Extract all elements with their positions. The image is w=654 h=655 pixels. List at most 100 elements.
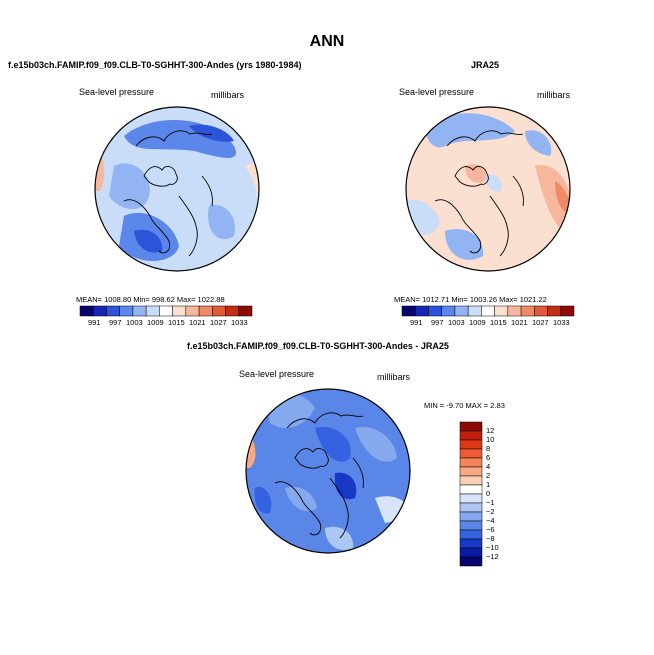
colorbar-model bbox=[79, 305, 253, 317]
colorbar-tick-label: 10 bbox=[486, 435, 495, 444]
colorbar-swatch bbox=[212, 305, 226, 317]
colorbar-tick-label: 0 bbox=[486, 489, 491, 498]
colorbar-swatch bbox=[459, 475, 483, 486]
colorbar-tick-label: 1015 bbox=[168, 318, 185, 327]
colorbar-swatch bbox=[459, 457, 483, 468]
colorbar-swatch bbox=[428, 305, 442, 317]
colorbar-tick-label: 1021 bbox=[511, 318, 528, 327]
colorbar-swatch bbox=[198, 305, 213, 317]
panel-diff-variable: Sea-level pressure bbox=[239, 369, 315, 379]
polar-map-diff bbox=[245, 388, 411, 554]
colorbar-swatch bbox=[145, 305, 160, 317]
colorbar-swatch bbox=[401, 305, 416, 317]
pressure-field-low bbox=[109, 163, 150, 210]
colorbar-swatch bbox=[238, 305, 253, 317]
colorbar-tick-label: 997 bbox=[109, 318, 122, 327]
colorbar-swatch bbox=[459, 502, 483, 513]
colorbar-tick-label: 1009 bbox=[469, 318, 486, 327]
colorbar-swatch bbox=[414, 305, 429, 317]
colorbar-tick-label: 1027 bbox=[532, 318, 549, 327]
colorbar-tick-label: 991 bbox=[88, 318, 101, 327]
colorbar-tick-label: −2 bbox=[486, 507, 495, 516]
panel-model-units: millibars bbox=[211, 90, 245, 100]
colorbar-tick-label: 991 bbox=[410, 318, 423, 327]
colorbar-tick-label: −6 bbox=[486, 525, 495, 534]
colorbar-swatch bbox=[459, 448, 483, 459]
colorbar-swatch bbox=[459, 493, 483, 504]
panel-obs-variable: Sea-level pressure bbox=[399, 87, 475, 97]
pressure-field-high bbox=[555, 181, 570, 216]
colorbar-swatch bbox=[494, 305, 509, 317]
polar-map-obs bbox=[405, 106, 571, 272]
panel-obs-units: millibars bbox=[537, 90, 571, 100]
colorbar-swatch bbox=[79, 305, 94, 317]
difference-field-light bbox=[325, 526, 354, 550]
difference-field-light bbox=[355, 427, 397, 462]
colorbar-swatch bbox=[520, 305, 535, 317]
colorbar-obs bbox=[401, 305, 575, 317]
panel-obs-title: JRA25 bbox=[471, 60, 500, 70]
colorbar-swatch bbox=[459, 511, 483, 522]
pressure-field-low bbox=[134, 229, 163, 253]
colorbar-swatch bbox=[132, 305, 147, 317]
page-title: ANN bbox=[309, 33, 345, 50]
colorbar-swatch bbox=[225, 305, 240, 317]
colorbar-swatch bbox=[459, 520, 483, 531]
colorbar-swatch bbox=[459, 484, 483, 495]
colorbar-swatch bbox=[185, 305, 200, 317]
colorbar-diff bbox=[459, 421, 483, 567]
colorbar-model-labels: 991 997 1003 1009 1015 1021 1027 1033 bbox=[80, 318, 252, 328]
panel-model-title: f.e15b03ch.FAMIP.f09_f09.CLB-T0-SGHHT-30… bbox=[8, 60, 302, 70]
colorbar-swatch bbox=[459, 439, 483, 450]
pressure-field-low bbox=[525, 130, 552, 156]
colorbar-swatch bbox=[547, 305, 562, 317]
colorbar-tick-label: 997 bbox=[431, 318, 444, 327]
colorbar-diff-labels: 12 10 8 6 4 2 1 0 −1 −2 −4 −6 −8 −10 −12 bbox=[486, 422, 516, 566]
panel-model-stats: MEAN= 1008.80 Min= 998.62 Max= 1022.88 bbox=[76, 295, 225, 304]
colorbar-obs-labels: 991 997 1003 1009 1015 1021 1027 1033 bbox=[402, 318, 574, 328]
colorbar-swatch bbox=[481, 305, 495, 317]
colorbar-swatch bbox=[507, 305, 522, 317]
colorbar-swatch bbox=[172, 305, 187, 317]
pressure-field-high bbox=[465, 164, 486, 183]
panel-diff-stats: MIN = -9.70 MAX = 2.83 bbox=[424, 401, 505, 410]
difference-field-dark bbox=[315, 427, 351, 462]
colorbar-tick-label: 1003 bbox=[126, 318, 143, 327]
colorbar-tick-label: −8 bbox=[486, 534, 495, 543]
colorbar-tick-label: 1 bbox=[486, 480, 491, 489]
polar-map-model bbox=[94, 106, 260, 272]
colorbar-swatch bbox=[459, 529, 483, 540]
colorbar-tick-label: 6 bbox=[486, 453, 491, 462]
colorbar-tick-label: −4 bbox=[486, 516, 495, 525]
colorbar-tick-label: 1003 bbox=[448, 318, 465, 327]
coastlines bbox=[434, 130, 524, 257]
colorbar-swatch bbox=[106, 305, 120, 317]
colorbar-swatch bbox=[441, 305, 456, 317]
colorbar-tick-label: 12 bbox=[486, 426, 495, 435]
pressure-field-high bbox=[535, 165, 570, 236]
pressure-field-low bbox=[425, 113, 515, 148]
panel-diff-units: millibars bbox=[377, 372, 411, 382]
colorbar-swatch bbox=[459, 556, 483, 567]
pressure-field-high bbox=[224, 249, 259, 271]
colorbar-swatch bbox=[459, 430, 483, 441]
map-boundary bbox=[245, 388, 411, 554]
colorbar-tick-label: 1015 bbox=[490, 318, 507, 327]
panel-model-variable: Sea-level pressure bbox=[79, 87, 155, 97]
colorbar-tick-label: 1033 bbox=[231, 318, 248, 327]
coastlines bbox=[123, 130, 213, 257]
panel-diff-title: f.e15b03ch.FAMIP.f09_f09.CLB-T0-SGHHT-30… bbox=[187, 341, 449, 351]
colorbar-swatch bbox=[459, 421, 483, 432]
colorbar-tick-label: −1 bbox=[486, 498, 495, 507]
colorbar-tick-label: −10 bbox=[486, 543, 499, 552]
colorbar-swatch bbox=[159, 305, 173, 317]
pressure-field-low bbox=[189, 124, 234, 142]
colorbar-swatch bbox=[534, 305, 548, 317]
pressure-field-high bbox=[244, 161, 259, 216]
colorbar-tick-label: 1027 bbox=[210, 318, 227, 327]
pressure-field-low bbox=[485, 174, 502, 192]
colorbar-tick-label: −12 bbox=[486, 552, 499, 561]
colorbar-tick-label: 4 bbox=[486, 462, 491, 471]
colorbar-tick-label: 1033 bbox=[553, 318, 570, 327]
colorbar-swatch bbox=[119, 305, 134, 317]
